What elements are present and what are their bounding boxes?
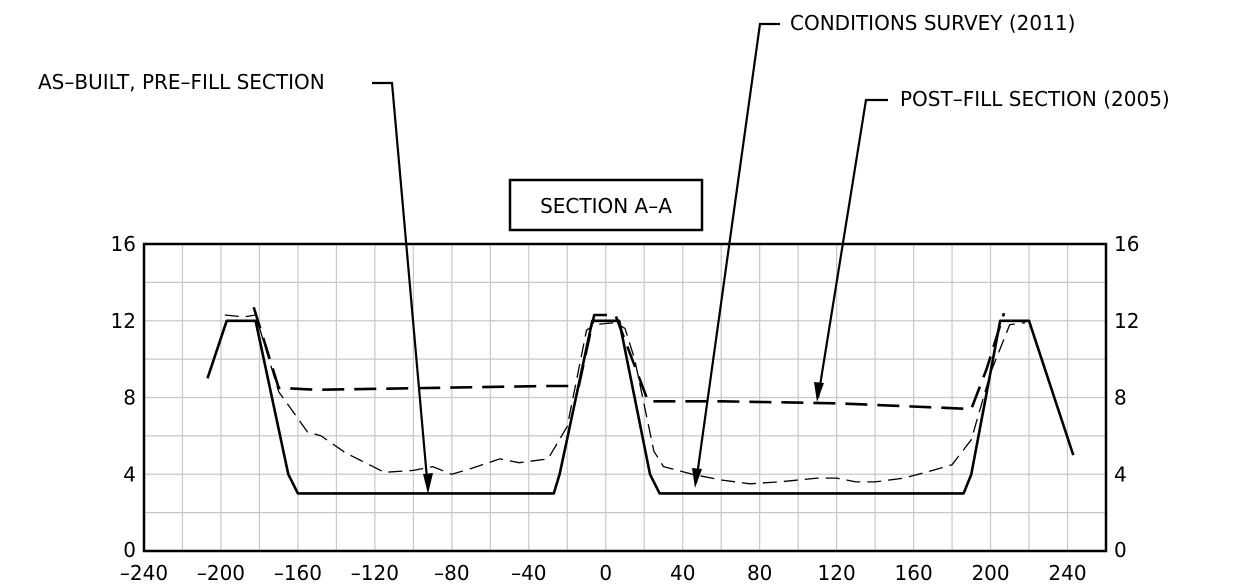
plot-frame [142,242,1108,553]
post-fill-arrowhead [814,382,824,402]
section-title: SECTION A–A [540,194,672,218]
y-tick-label-right: 12 [1114,309,1139,333]
grid [144,244,1106,551]
y-tick-label-left: 0 [123,538,136,562]
series-line-post-fill-2005 [252,306,1006,411]
x-tick-label: 240 [1048,561,1086,585]
leader-arrowheads [423,382,824,494]
profiles [206,306,1075,495]
y-axis-left-ticks: 0 4 8 12 16 [111,232,136,562]
y-tick-label-left: 12 [111,309,136,333]
y-tick-label-right: 8 [1114,386,1127,410]
post-fill-leader [816,98,888,399]
x-tick-label: 120 [818,561,856,585]
section-title-box [508,178,704,232]
x-tick-label: 80 [747,561,772,585]
x-tick-label: –40 [511,561,546,585]
conditions-survey-leader [694,22,780,484]
x-tick-label: –200 [197,561,245,585]
conditions-survey-label: CONDITIONS SURVEY (2011) [790,11,1075,35]
y-tick-label-right: 16 [1114,232,1139,256]
y-tick-label-right: 4 [1114,462,1127,486]
as-built-leader [372,81,430,491]
y-tick-label-left: 4 [123,462,136,486]
x-tick-label: –120 [351,561,399,585]
series-line-conditions-2011 [224,314,1026,485]
y-tick-label-left: 8 [123,386,136,410]
x-tick-label: –160 [274,561,322,585]
x-tick-label: 40 [670,561,695,585]
x-tick-label: –240 [120,561,168,585]
x-axis-ticks: –240 –200 –160 –120 –80 –40 0 40 80 120 160 200 240 [120,561,1087,585]
y-tick-label-right: 0 [1114,538,1127,562]
as-built-label: AS–BUILT, PRE–FILL SECTION [38,70,325,94]
x-tick-label: 200 [971,561,1009,585]
as-built-arrowhead [423,473,433,494]
x-tick-label: 160 [895,561,933,585]
series-line-as-built [206,319,1075,495]
x-tick-label: –80 [434,561,469,585]
x-tick-label: 0 [599,561,612,585]
conditions-survey-arrowhead [692,468,702,488]
leader-lines [372,22,888,491]
y-axis-right-ticks: 0 4 8 12 16 [1114,232,1139,562]
y-tick-label-left: 16 [111,232,136,256]
post-fill-label: POST–FILL SECTION (2005) [900,87,1170,111]
